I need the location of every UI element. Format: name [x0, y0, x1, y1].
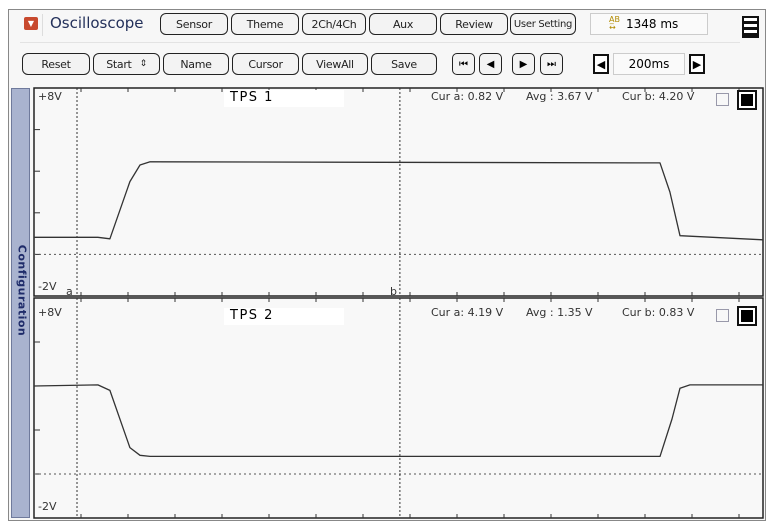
- ch1-avg: Avg : 3.67 V: [526, 90, 593, 103]
- timebase-value: 200ms: [613, 53, 685, 75]
- ch2-ymin: -2V: [38, 500, 57, 513]
- review-button[interactable]: Review: [440, 13, 508, 35]
- ch2-title: TPS 2: [224, 308, 344, 325]
- name-button[interactable]: Name: [163, 53, 229, 75]
- skip-start-icon[interactable]: ⏮: [452, 53, 475, 75]
- ch2-checkbox[interactable]: [716, 309, 729, 322]
- ch2-cur-a: Cur a: 4.19 V: [431, 306, 504, 319]
- skip-end-icon[interactable]: ⏭: [540, 53, 563, 75]
- theme-button[interactable]: Theme: [231, 13, 299, 35]
- ch2-avg: Avg : 1.35 V: [526, 306, 593, 319]
- ch1-color-toggle[interactable]: [737, 90, 757, 110]
- menu-icon[interactable]: [742, 16, 759, 38]
- configuration-tab[interactable]: Configuration: [11, 88, 30, 518]
- ch2-ymax: +8V: [38, 306, 62, 319]
- ch2-color-toggle[interactable]: [737, 306, 757, 326]
- cursor-a-label[interactable]: a: [66, 285, 73, 298]
- save-button[interactable]: Save: [371, 53, 437, 75]
- ch1-cur-a: Cur a: 0.82 V: [431, 90, 504, 103]
- ch1-cur-b: Cur b: 4.20 V: [622, 90, 695, 103]
- step-forward-icon[interactable]: ▶: [512, 53, 535, 75]
- cursor-button[interactable]: Cursor: [232, 53, 299, 75]
- step-back-icon[interactable]: ◀: [479, 53, 502, 75]
- ch1-trace: [34, 161, 764, 241]
- ch2-cur-b: Cur b: 0.83 V: [622, 306, 695, 319]
- time-readout: A̲B ↔ 1348 ms: [590, 13, 708, 35]
- viewall-button[interactable]: ViewAll: [302, 53, 368, 75]
- ch1-ymax: +8V: [38, 90, 62, 103]
- timebase-increase-icon[interactable]: ▶: [689, 54, 705, 74]
- user-setting-button[interactable]: User Setting: [510, 13, 576, 35]
- ch1-panel: [33, 87, 764, 297]
- cursor-b-label[interactable]: b: [390, 285, 397, 298]
- ch1-title: TPS 1: [224, 90, 344, 107]
- app-title: Oscilloscope: [50, 14, 144, 32]
- ch2-trace: [33, 384, 763, 458]
- ab-cursor-icon: A̲B ↔: [609, 15, 620, 32]
- sensor-button[interactable]: Sensor: [160, 13, 228, 35]
- time-readout-value: 1348 ms: [625, 17, 679, 31]
- reset-button[interactable]: Reset: [22, 53, 90, 75]
- updown-chevron-icon: ⇕: [139, 59, 148, 69]
- start-label: Start: [106, 57, 132, 71]
- channel-mode-button[interactable]: 2Ch/4Ch: [302, 13, 366, 35]
- divider: [20, 42, 740, 43]
- ch1-ymin: -2V: [38, 280, 57, 293]
- start-select[interactable]: Start ⇕: [93, 53, 160, 75]
- ch1-checkbox[interactable]: [716, 93, 729, 106]
- divider: [42, 14, 43, 36]
- aux-button[interactable]: Aux: [369, 13, 437, 35]
- dropdown-menu-icon[interactable]: ▼: [24, 17, 38, 30]
- ch2-panel: [33, 297, 764, 519]
- timebase-decrease-icon[interactable]: ◀: [593, 54, 609, 74]
